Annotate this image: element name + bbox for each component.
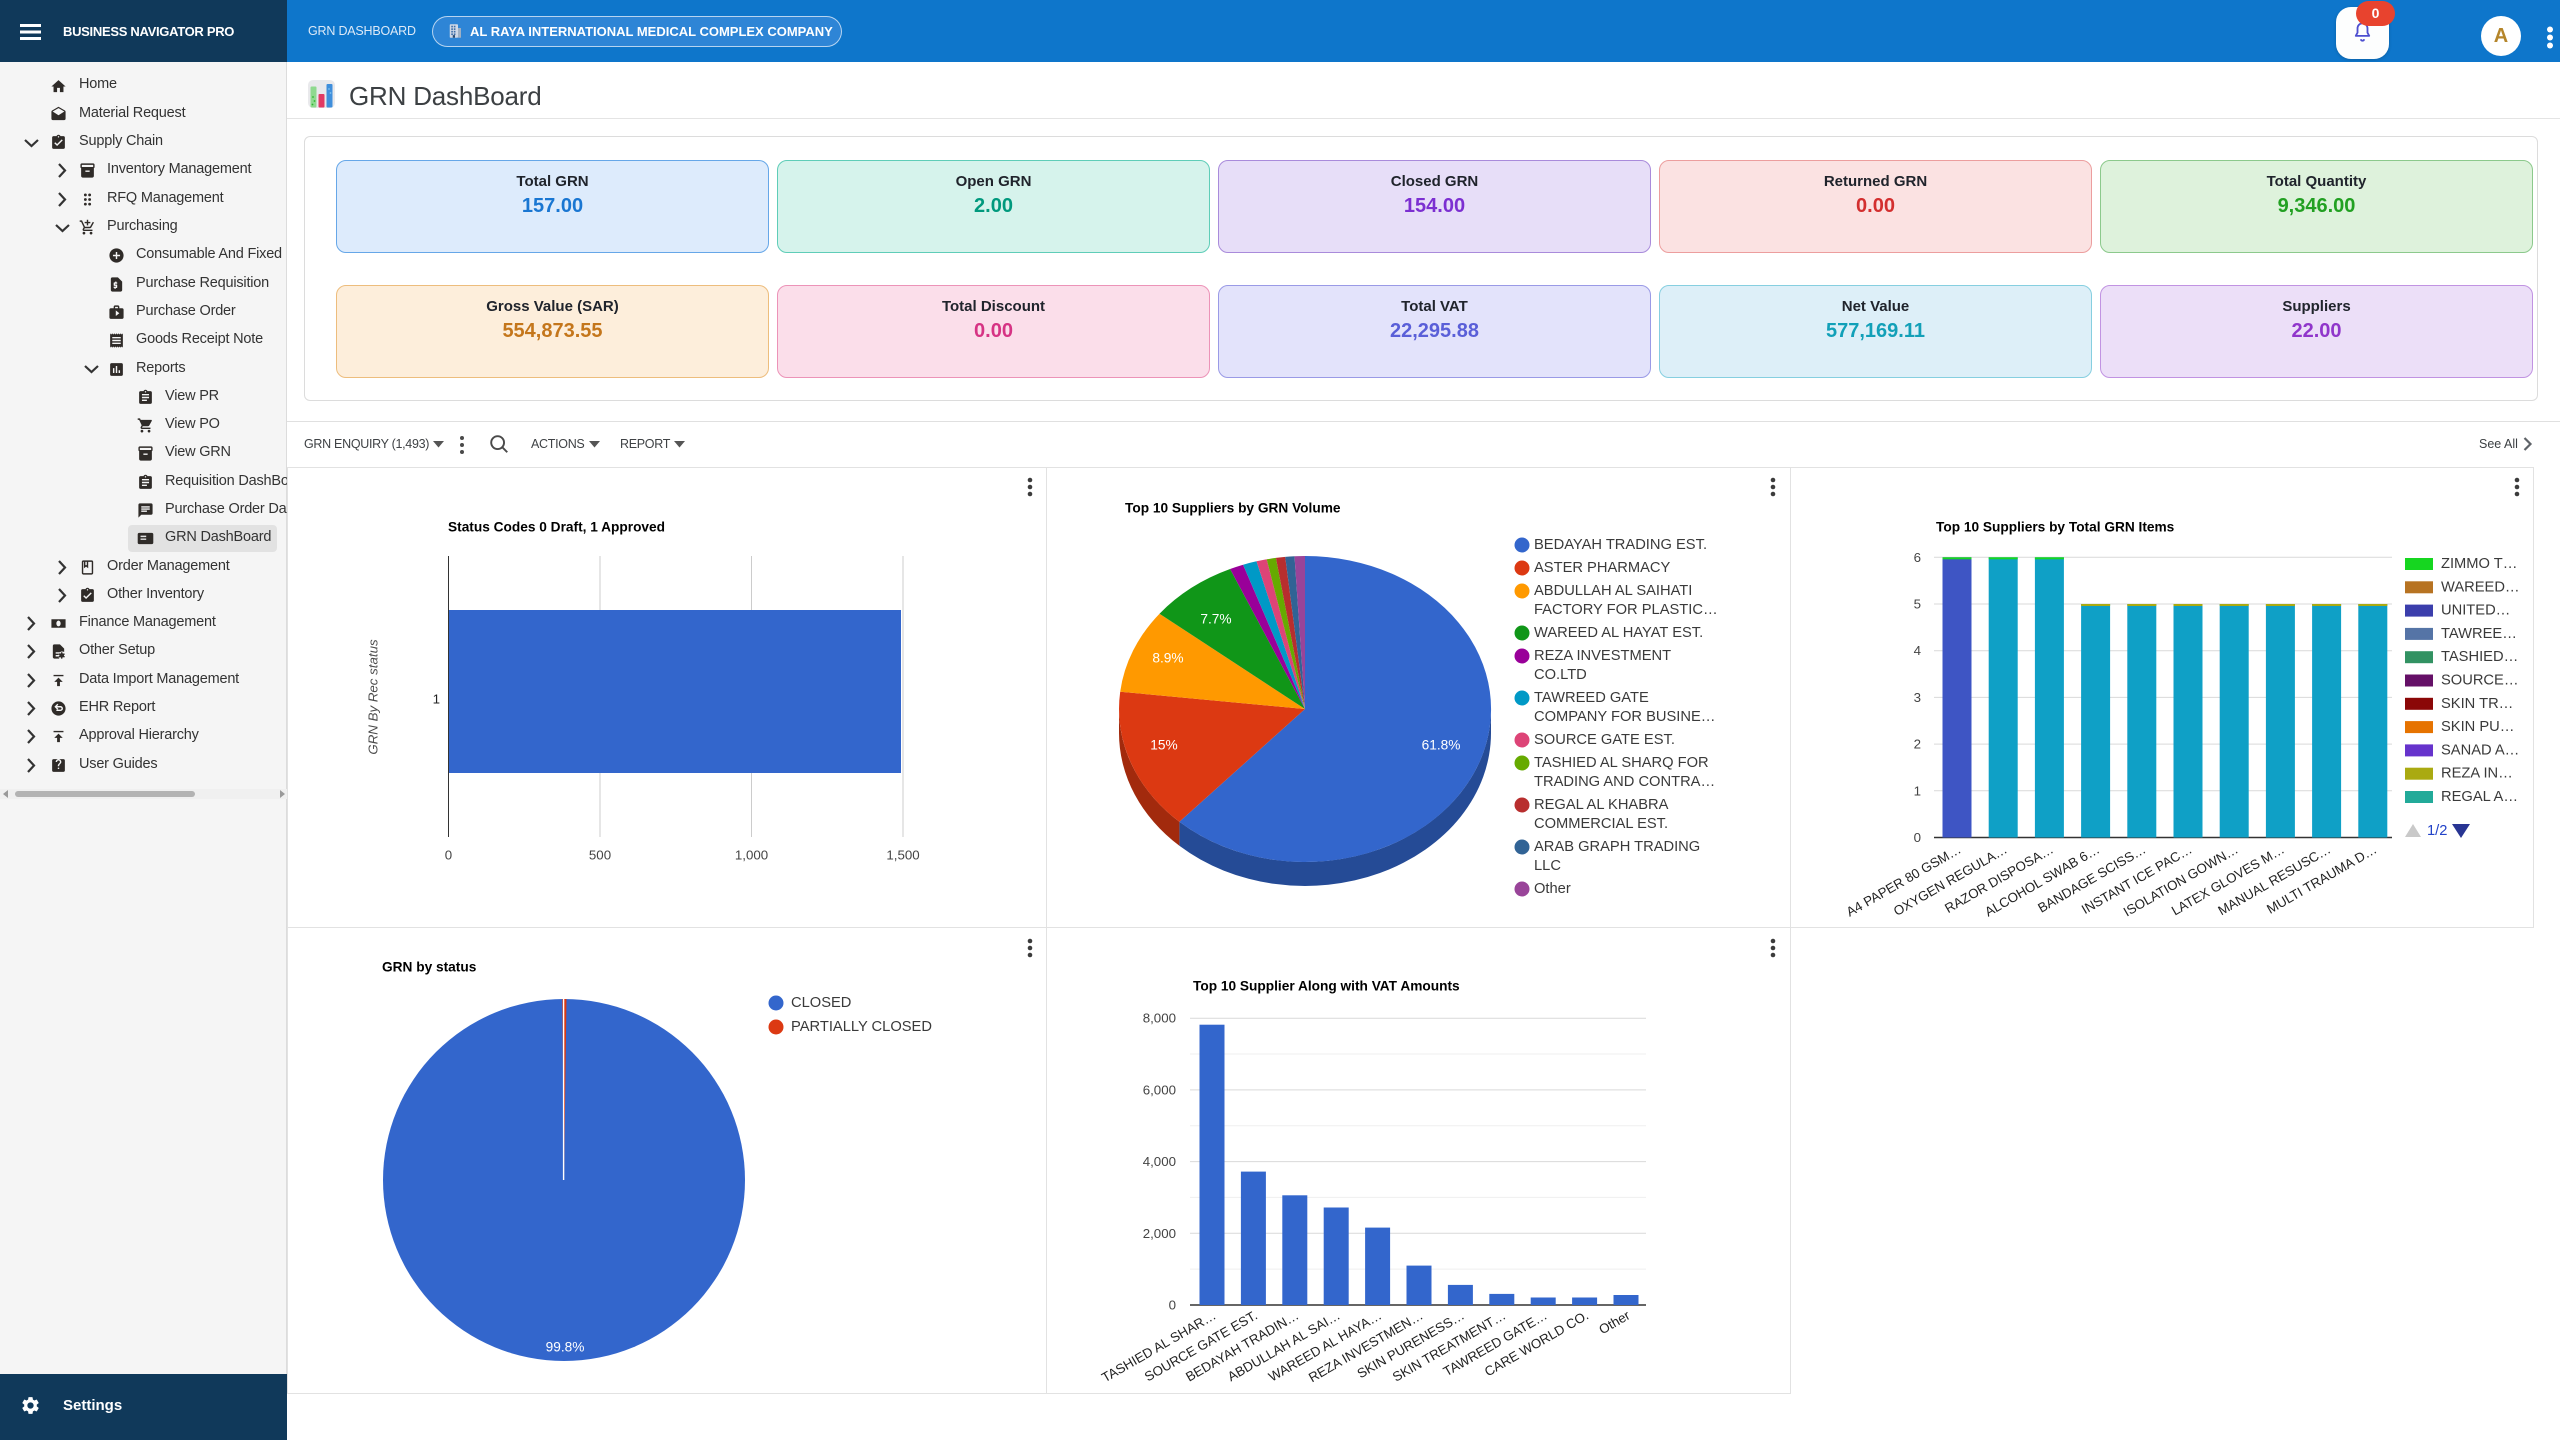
svg-text:2,000: 2,000 bbox=[1143, 1226, 1176, 1241]
svg-text:0: 0 bbox=[1169, 1298, 1176, 1313]
svg-text:Top 10 Suppliers by Total GRN: Top 10 Suppliers by Total GRN Items bbox=[1936, 520, 2175, 535]
svg-text:5: 5 bbox=[1914, 597, 1921, 612]
svg-text:Other: Other bbox=[1534, 881, 1571, 897]
svg-text:PARTIALLY CLOSED: PARTIALLY CLOSED bbox=[791, 1019, 932, 1035]
svg-text:REZA IN…: REZA IN… bbox=[2441, 766, 2513, 782]
svg-text:3: 3 bbox=[1914, 690, 1921, 705]
svg-text:REZA INVESTMENT: REZA INVESTMENT bbox=[1534, 648, 1671, 664]
svg-text:BEDAYAH TRADING EST.: BEDAYAH TRADING EST. bbox=[1534, 537, 1707, 553]
svg-text:1: 1 bbox=[1914, 783, 1921, 798]
svg-text:WAREED…: WAREED… bbox=[2441, 579, 2520, 595]
svg-text:ARAB GRAPH TRADING: ARAB GRAPH TRADING bbox=[1534, 839, 1700, 855]
svg-text:0: 0 bbox=[1914, 830, 1921, 845]
svg-text:LLC: LLC bbox=[1534, 858, 1561, 874]
svg-text:4,000: 4,000 bbox=[1143, 1154, 1176, 1169]
svg-text:61.8%: 61.8% bbox=[1422, 738, 1461, 753]
svg-text:ABDULLAH AL SAIHATI: ABDULLAH AL SAIHATI bbox=[1534, 583, 1692, 599]
svg-text:500: 500 bbox=[589, 848, 611, 863]
svg-text:0: 0 bbox=[445, 848, 452, 863]
svg-text:TAWREE…: TAWREE… bbox=[2441, 626, 2517, 642]
svg-text:Top 10 Suppliers by GRN Volume: Top 10 Suppliers by GRN Volume bbox=[1125, 501, 1341, 516]
svg-text:SOURCE…: SOURCE… bbox=[2441, 673, 2519, 689]
svg-text:ASTER PHARMACY: ASTER PHARMACY bbox=[1534, 560, 1670, 576]
svg-text:COMMERCIAL EST.: COMMERCIAL EST. bbox=[1534, 816, 1668, 832]
svg-text:REGAL A…: REGAL A… bbox=[2441, 789, 2518, 805]
svg-text:SOURCE GATE EST.: SOURCE GATE EST. bbox=[1534, 732, 1675, 748]
svg-text:TASHIED…: TASHIED… bbox=[2441, 649, 2518, 665]
svg-text:Top 10 Supplier Along with VAT: Top 10 Supplier Along with VAT Amounts bbox=[1193, 979, 1460, 994]
svg-text:TASHIED AL SHARQ FOR: TASHIED AL SHARQ FOR bbox=[1534, 755, 1709, 771]
svg-text:REGAL AL KHABRA: REGAL AL KHABRA bbox=[1534, 797, 1669, 813]
svg-text:8.9%: 8.9% bbox=[1152, 651, 1183, 666]
svg-text:SKIN TR…: SKIN TR… bbox=[2441, 696, 2513, 712]
svg-text:1/2: 1/2 bbox=[2427, 823, 2447, 839]
svg-text:8,000: 8,000 bbox=[1143, 1011, 1176, 1026]
svg-text:2: 2 bbox=[1914, 737, 1921, 752]
svg-text:TAWREED GATE: TAWREED GATE bbox=[1534, 690, 1649, 706]
svg-text:UNITED…: UNITED… bbox=[2441, 603, 2510, 619]
svg-text:7.7%: 7.7% bbox=[1200, 612, 1231, 627]
svg-text:TRADING AND CONTRA…: TRADING AND CONTRA… bbox=[1534, 774, 1715, 790]
svg-text:GRN by status: GRN by status bbox=[382, 960, 477, 975]
svg-text:4: 4 bbox=[1914, 643, 1921, 658]
svg-text:COMPANY FOR BUSINE…: COMPANY FOR BUSINE… bbox=[1534, 709, 1715, 725]
svg-text:1,500: 1,500 bbox=[886, 848, 919, 863]
svg-text:Other: Other bbox=[1596, 1307, 1633, 1337]
svg-text:FACTORY FOR PLASTIC…: FACTORY FOR PLASTIC… bbox=[1534, 602, 1718, 618]
svg-text:15%: 15% bbox=[1150, 738, 1177, 753]
svg-text:Status Codes 0 Draft, 1 Approv: Status Codes 0 Draft, 1 Approved bbox=[448, 520, 665, 535]
svg-text:GRN By Rec status: GRN By Rec status bbox=[366, 639, 381, 755]
svg-text:6: 6 bbox=[1914, 550, 1921, 565]
svg-text:6,000: 6,000 bbox=[1143, 1082, 1176, 1097]
svg-text:CO.LTD: CO.LTD bbox=[1534, 667, 1587, 683]
svg-text:1: 1 bbox=[433, 692, 440, 707]
svg-text:1,000: 1,000 bbox=[735, 848, 768, 863]
svg-text:WAREED AL HAYAT EST.: WAREED AL HAYAT EST. bbox=[1534, 625, 1703, 641]
svg-text:SKIN PU…: SKIN PU… bbox=[2441, 719, 2514, 735]
svg-text:ZIMMO T…: ZIMMO T… bbox=[2441, 556, 2517, 572]
svg-text:SANAD A…: SANAD A… bbox=[2441, 742, 2519, 758]
svg-text:CLOSED: CLOSED bbox=[791, 995, 851, 1011]
svg-text:99.8%: 99.8% bbox=[546, 1340, 585, 1355]
